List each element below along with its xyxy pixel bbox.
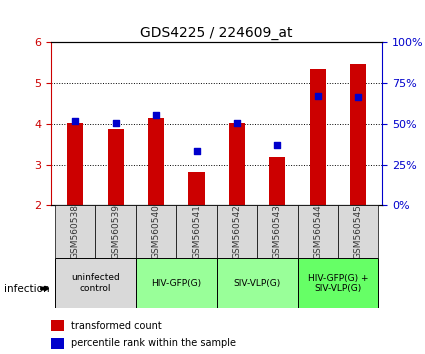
Point (314, 93, 321, 99)
FancyBboxPatch shape (257, 205, 298, 258)
Bar (108, 129, 124, 205)
Text: GSM560538: GSM560538 (71, 204, 80, 259)
FancyBboxPatch shape (217, 205, 257, 258)
FancyBboxPatch shape (298, 258, 378, 308)
Bar (188, 172, 204, 205)
Text: GSM560543: GSM560543 (273, 204, 282, 259)
Text: uninfected
control: uninfected control (71, 274, 120, 293)
Text: GSM560540: GSM560540 (152, 204, 161, 259)
FancyBboxPatch shape (96, 205, 136, 258)
Bar (350, 64, 366, 205)
Bar (310, 69, 326, 205)
FancyBboxPatch shape (55, 205, 96, 258)
Text: infection: infection (4, 284, 50, 293)
Text: HIV-GFP(G): HIV-GFP(G) (151, 279, 201, 288)
Bar (148, 118, 164, 205)
Point (355, 95, 362, 100)
Bar (51, 338, 64, 349)
Bar (67, 123, 83, 205)
Point (234, 120, 241, 126)
Text: HIV-GFP(G) +
SIV-VLP(G): HIV-GFP(G) + SIV-VLP(G) (308, 274, 368, 293)
Text: transformed count: transformed count (71, 321, 162, 331)
Text: SIV-VLP(G): SIV-VLP(G) (234, 279, 281, 288)
FancyBboxPatch shape (176, 205, 217, 258)
Bar (229, 123, 245, 205)
FancyBboxPatch shape (338, 205, 378, 258)
FancyBboxPatch shape (298, 205, 338, 258)
FancyBboxPatch shape (217, 258, 298, 308)
Bar (269, 157, 286, 205)
Text: percentile rank within the sample: percentile rank within the sample (71, 338, 236, 348)
Title: GDS4225 / 224609_at: GDS4225 / 224609_at (141, 26, 293, 40)
Point (153, 112, 159, 118)
Point (274, 142, 281, 148)
Point (193, 148, 200, 154)
Text: GSM560544: GSM560544 (313, 205, 322, 259)
Point (72, 118, 79, 124)
Text: GSM560542: GSM560542 (232, 205, 241, 259)
Text: GSM560545: GSM560545 (354, 204, 363, 259)
Text: GSM560539: GSM560539 (111, 204, 120, 259)
Point (112, 120, 119, 126)
Bar (51, 320, 64, 331)
FancyBboxPatch shape (136, 205, 176, 258)
FancyBboxPatch shape (136, 258, 217, 308)
FancyBboxPatch shape (55, 258, 136, 308)
Text: GSM560541: GSM560541 (192, 204, 201, 259)
